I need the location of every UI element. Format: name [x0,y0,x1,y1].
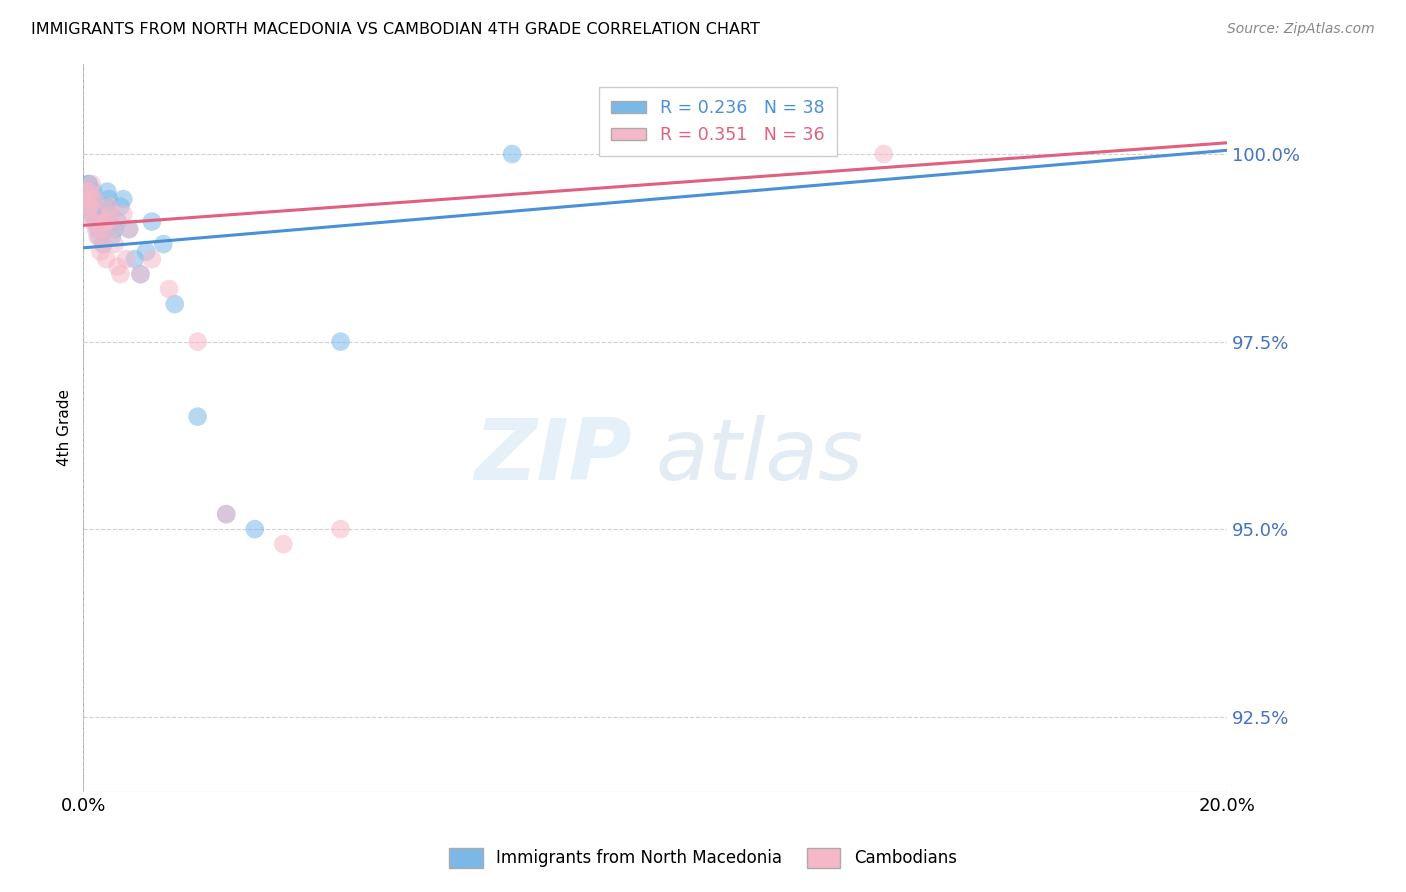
Point [76,207,98,221]
Point [101,229,124,244]
Point [187,334,209,349]
Point [129,267,152,281]
Point [118,222,141,236]
Point [141,214,163,228]
Point [76,192,98,206]
Point [187,409,209,424]
Point [215,507,238,521]
Point [135,244,157,259]
Point [98,192,121,206]
Point [129,267,152,281]
Point [152,237,174,252]
Point [80,192,103,206]
Point [91,237,114,252]
Legend: Immigrants from North Macedonia, Cambodians: Immigrants from North Macedonia, Cambodi… [443,841,963,875]
Point [83,200,105,214]
Point [96,252,118,266]
Point [112,207,135,221]
Point [243,522,266,536]
Point [273,537,295,551]
Point [873,147,896,161]
Point [83,214,105,228]
Point [76,185,98,199]
Point [107,214,129,228]
Point [89,229,111,244]
Point [329,522,352,536]
Point [86,222,108,236]
Text: IMMIGRANTS FROM NORTH MACEDONIA VS CAMBODIAN 4TH GRADE CORRELATION CHART: IMMIGRANTS FROM NORTH MACEDONIA VS CAMBO… [31,22,759,37]
Point [107,260,129,274]
Point [90,222,112,236]
Point [501,147,523,161]
Point [75,200,97,214]
Point [89,244,111,259]
Point [104,237,127,252]
Point [80,200,103,214]
Point [79,192,101,206]
Point [98,200,121,214]
Point [101,222,124,236]
Point [79,200,101,214]
Point [80,207,103,221]
Point [110,200,132,214]
Point [124,252,146,266]
Point [157,282,180,296]
Point [141,252,163,266]
Point [163,297,186,311]
Point [89,207,111,221]
Point [83,192,105,206]
Y-axis label: 4th Grade: 4th Grade [58,390,72,467]
Point [91,237,114,252]
Point [118,222,141,236]
Point [100,207,122,221]
Point [96,185,118,199]
Point [77,185,100,199]
Point [100,207,122,221]
Point [96,200,118,214]
Point [215,507,238,521]
Legend: R = 0.236   N = 38, R = 0.351   N = 36: R = 0.236 N = 38, R = 0.351 N = 36 [599,87,837,156]
Text: Source: ZipAtlas.com: Source: ZipAtlas.com [1227,22,1375,37]
Point [75,192,97,206]
Point [84,222,107,236]
Point [77,177,100,191]
Point [83,185,105,199]
Point [112,192,135,206]
Point [329,334,352,349]
Point [96,214,118,228]
Point [76,185,98,199]
Point [110,267,132,281]
Point [77,177,100,191]
Point [89,207,111,221]
Point [94,214,117,228]
Point [90,222,112,236]
Point [86,229,108,244]
Point [94,214,117,228]
Point [80,177,103,191]
Point [77,200,100,214]
Point [115,252,138,266]
Text: ZIP: ZIP [475,416,633,499]
Point [104,222,127,236]
Point [84,214,107,228]
Text: atlas: atlas [655,416,863,499]
